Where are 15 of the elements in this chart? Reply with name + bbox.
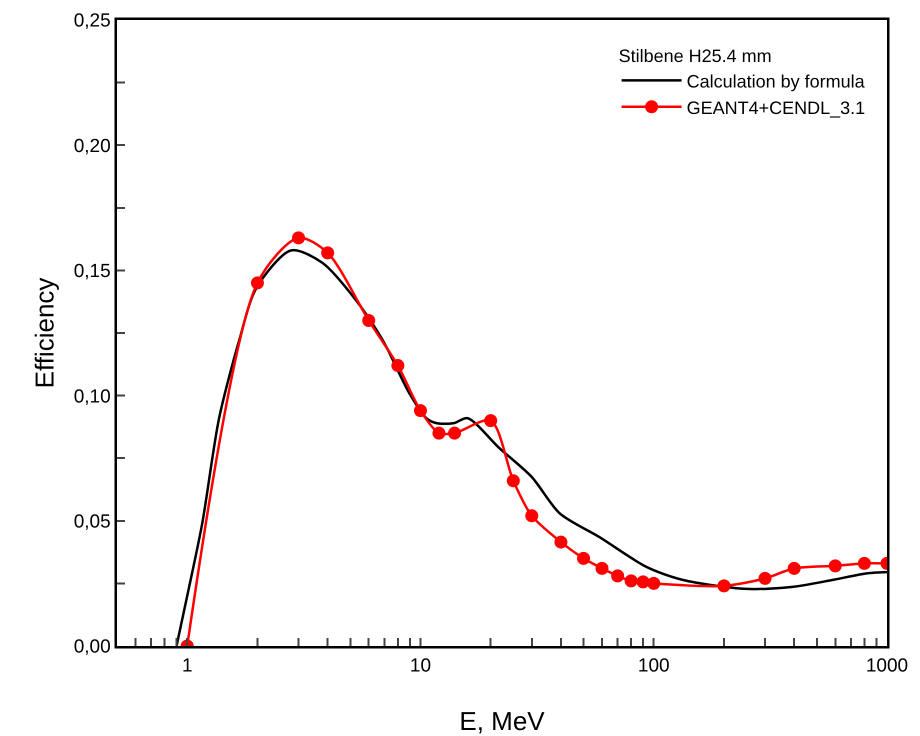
y-tick-label: 0,10 <box>74 386 111 408</box>
x-tick-label: 1000 <box>866 655 908 676</box>
x-tick-label: 100 <box>638 655 670 676</box>
x-tick-label: 10 <box>410 655 432 676</box>
legend-title: Stilbene H25.4 mm <box>618 46 772 66</box>
y-axis-title: Efficiency <box>30 278 60 388</box>
x-tick-label: 1 <box>182 655 193 676</box>
y-tick-label: 0,05 <box>74 511 111 532</box>
y-tick-label: 0,20 <box>74 136 111 157</box>
legend-label: Calculation by formula <box>686 71 866 92</box>
y-tick-label: 0,00 <box>74 636 111 658</box>
legend-label: GEANT4+CENDL_3.1 <box>686 98 866 118</box>
x-axis-title: E, MeV <box>459 706 546 736</box>
y-tick-label: 0,15 <box>74 261 111 282</box>
y-tick-label: 0,25 <box>74 10 111 32</box>
